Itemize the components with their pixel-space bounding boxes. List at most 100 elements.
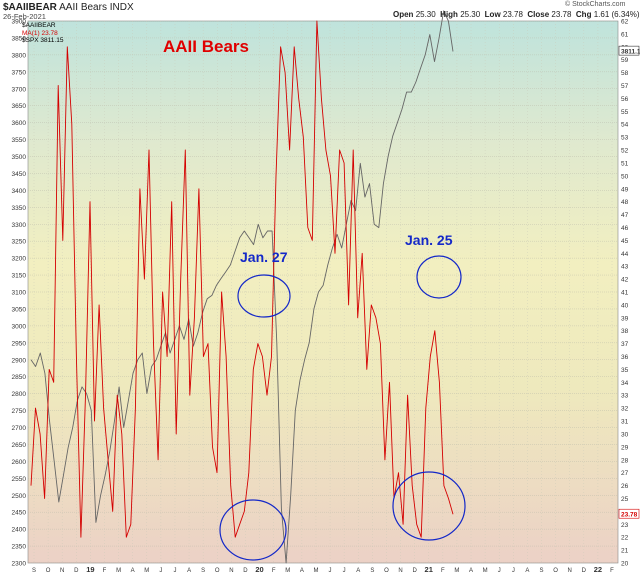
left-tick-label: 3500 bbox=[12, 154, 27, 161]
left-tick-label: 3100 bbox=[12, 290, 27, 297]
right-tick-label: 22 bbox=[621, 535, 629, 542]
right-tick-label: 41 bbox=[621, 290, 629, 297]
right-tick-label: 27 bbox=[621, 470, 629, 477]
left-tick-label: 3000 bbox=[12, 323, 27, 330]
x-tick-label: 19 bbox=[86, 565, 94, 574]
x-tick-label: F bbox=[441, 568, 445, 574]
right-tick-label: 32 bbox=[621, 406, 629, 413]
stockcharts-logo: © StockCharts.com bbox=[565, 1, 626, 8]
right-tick-label: 40 bbox=[621, 302, 629, 309]
left-tick-label: 3350 bbox=[12, 205, 27, 212]
right-tick-label: 47 bbox=[621, 212, 629, 219]
x-tick-label: M bbox=[116, 568, 121, 574]
left-tick-label: 3600 bbox=[12, 120, 27, 127]
x-tick-label: A bbox=[131, 568, 135, 574]
x-tick-label: A bbox=[356, 568, 360, 574]
spx-last-value-box bbox=[618, 45, 640, 56]
left-tick-label: 3700 bbox=[12, 86, 27, 93]
right-axis: 2021222324252627282930313233343536373839… bbox=[618, 19, 640, 568]
right-tick-label: 37 bbox=[621, 341, 629, 348]
left-tick-label: 2650 bbox=[12, 442, 27, 449]
right-tick-label: 38 bbox=[621, 328, 629, 335]
x-tick-label: F bbox=[272, 568, 276, 574]
right-tick-label: 20 bbox=[621, 561, 629, 568]
right-tick-label: 55 bbox=[621, 109, 629, 116]
legend-entry-ma: MA(1) 23.78 bbox=[22, 29, 58, 37]
right-tick-label: 29 bbox=[621, 444, 629, 451]
x-tick-label: F bbox=[610, 568, 614, 574]
x-tick-label: J bbox=[159, 568, 162, 574]
x-tick-label: O bbox=[46, 568, 51, 574]
left-tick-label: 2950 bbox=[12, 340, 27, 347]
circle-jan-25-high bbox=[416, 255, 462, 299]
legend-entry-ticker: $AAIIBEAR bbox=[22, 22, 56, 29]
left-tick-label: 2750 bbox=[12, 408, 27, 415]
right-tick-label: 30 bbox=[621, 431, 629, 438]
right-tick-label: 26 bbox=[621, 483, 629, 490]
right-tick-label: 31 bbox=[621, 419, 629, 426]
x-tick-label: A bbox=[469, 568, 473, 574]
left-tick-label: 2900 bbox=[12, 357, 27, 364]
x-tick-label: M bbox=[454, 568, 459, 574]
right-tick-label: 58 bbox=[621, 70, 629, 77]
left-tick-label: 3250 bbox=[12, 239, 27, 246]
spx-last-value: 3811.15 bbox=[621, 49, 640, 56]
x-tick-label: O bbox=[215, 568, 220, 574]
x-tick-label: N bbox=[398, 568, 402, 574]
left-tick-label: 2450 bbox=[12, 510, 27, 517]
bears-last-value-box bbox=[618, 508, 640, 519]
left-tick-label: 2700 bbox=[12, 425, 27, 432]
left-tick-label: 3400 bbox=[12, 188, 27, 195]
x-tick-label: S bbox=[201, 568, 205, 574]
right-tick-label: 34 bbox=[621, 380, 629, 387]
annotation-jan-25: Jan. 25 bbox=[405, 232, 453, 248]
x-tick-label: A bbox=[300, 568, 304, 574]
x-tick-label: A bbox=[187, 568, 191, 574]
right-tick-label: 50 bbox=[621, 173, 629, 180]
left-tick-label: 3850 bbox=[12, 35, 27, 42]
annotations: AAII Bears Jan. 27 Jan. 25 bbox=[163, 37, 466, 561]
right-tick-label: 42 bbox=[621, 277, 629, 284]
chart-date: 26-Feb-2021 bbox=[3, 12, 46, 21]
left-tick-label: 3800 bbox=[12, 52, 27, 59]
x-tick-label: D bbox=[412, 568, 417, 574]
annotation-jan-27: Jan. 27 bbox=[240, 249, 288, 265]
right-tick-label: 51 bbox=[621, 160, 629, 167]
x-tick-label: J bbox=[329, 568, 332, 574]
ticker-title: $AAIIBEAR AAII Bears INDX bbox=[3, 2, 134, 13]
right-tick-label: 46 bbox=[621, 225, 629, 232]
x-tick-label: S bbox=[32, 568, 36, 574]
right-tick-label: 52 bbox=[621, 148, 629, 155]
x-tick-label: M bbox=[285, 568, 290, 574]
x-tick-label: M bbox=[144, 568, 149, 574]
legend: $AAIIBEAR MA(1) 23.78 $SPX 3811.15 bbox=[22, 22, 63, 45]
spx-line bbox=[30, 10, 454, 564]
left-tick-label: 2850 bbox=[12, 374, 27, 381]
right-tick-label: 61 bbox=[621, 31, 629, 38]
right-tick-label: 49 bbox=[621, 186, 629, 193]
x-tick-label: J bbox=[173, 568, 176, 574]
right-tick-label: 39 bbox=[621, 315, 629, 322]
bears-last-value: 23.78 bbox=[621, 512, 638, 519]
right-tick-label: 45 bbox=[621, 238, 629, 245]
left-tick-label: 3200 bbox=[12, 256, 27, 263]
left-tick-label: 2550 bbox=[12, 476, 27, 483]
right-tick-label: 21 bbox=[621, 548, 629, 555]
left-tick-label: 2350 bbox=[12, 544, 27, 551]
left-tick-label: 2300 bbox=[12, 561, 27, 568]
right-tick-label: 43 bbox=[621, 264, 629, 271]
x-axis: S O N D 19 F M A M J J A S O N D 20 F M A M J J A S O N D 21 F M A M J J A S… bbox=[32, 565, 614, 574]
right-tick-label: 23 bbox=[621, 522, 629, 529]
aaii-bears-line bbox=[30, 20, 454, 538]
legend-entry-spx: $SPX 3811.15 bbox=[22, 37, 64, 44]
x-tick-label: O bbox=[553, 568, 558, 574]
chart-title: AAII Bears bbox=[163, 37, 249, 56]
left-tick-label: 3750 bbox=[12, 69, 27, 76]
right-tick-label: 56 bbox=[621, 96, 629, 103]
x-tick-label: D bbox=[582, 568, 587, 574]
x-tick-label: S bbox=[540, 568, 544, 574]
x-tick-label: A bbox=[525, 568, 529, 574]
circle-jan-25-low bbox=[392, 471, 466, 541]
x-tick-label: O bbox=[384, 568, 389, 574]
